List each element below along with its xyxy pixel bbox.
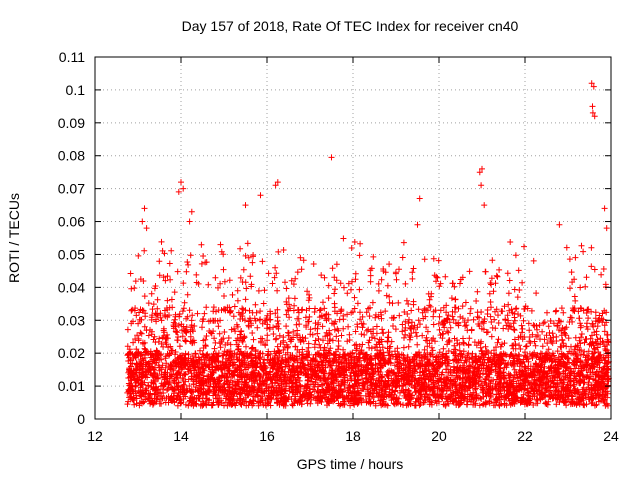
x-tick-label: 12 (87, 428, 103, 444)
y-tick-label: 0.02 (58, 345, 85, 361)
y-tick-labels: 0 0.01 0.02 0.03 0.04 0.05 0.06 0.07 0.08 0.09 0.1… (58, 49, 85, 427)
y-tick-label: 0.01 (58, 378, 85, 394)
x-tick-label: 22 (517, 428, 533, 444)
y-tick-label: 0.04 (58, 279, 85, 295)
roti-point-markers (124, 80, 612, 409)
y-tick-label: 0.09 (58, 115, 85, 131)
y-tick-label: 0.05 (58, 246, 85, 262)
x-axis-label: GPS time / hours (297, 456, 404, 472)
x-tick-label: 14 (173, 428, 189, 444)
x-tick-label: 18 (345, 428, 361, 444)
y-tick-label: 0.06 (58, 214, 85, 230)
chart-title: Day 157 of 2018, Rate Of TEC Index for r… (182, 18, 519, 34)
y-tick-label: 0.11 (59, 49, 85, 65)
x-tick-label: 20 (431, 428, 447, 444)
y-tick-label: 0.07 (58, 181, 85, 197)
y-tick-label: 0.03 (58, 312, 85, 328)
y-tick-label: 0 (77, 411, 85, 427)
y-axis-label: ROTI / TECUs (6, 193, 22, 283)
axis-ticks (94, 56, 612, 420)
y-tick-label: 0.08 (58, 148, 85, 164)
x-tick-label: 16 (259, 428, 275, 444)
y-tick-label: 0.1 (66, 82, 86, 98)
x-tick-labels: 12 14 16 18 20 22 24 (87, 428, 619, 444)
x-tick-label: 24 (603, 428, 619, 444)
grid-lines (95, 57, 611, 419)
data-points (124, 80, 612, 409)
